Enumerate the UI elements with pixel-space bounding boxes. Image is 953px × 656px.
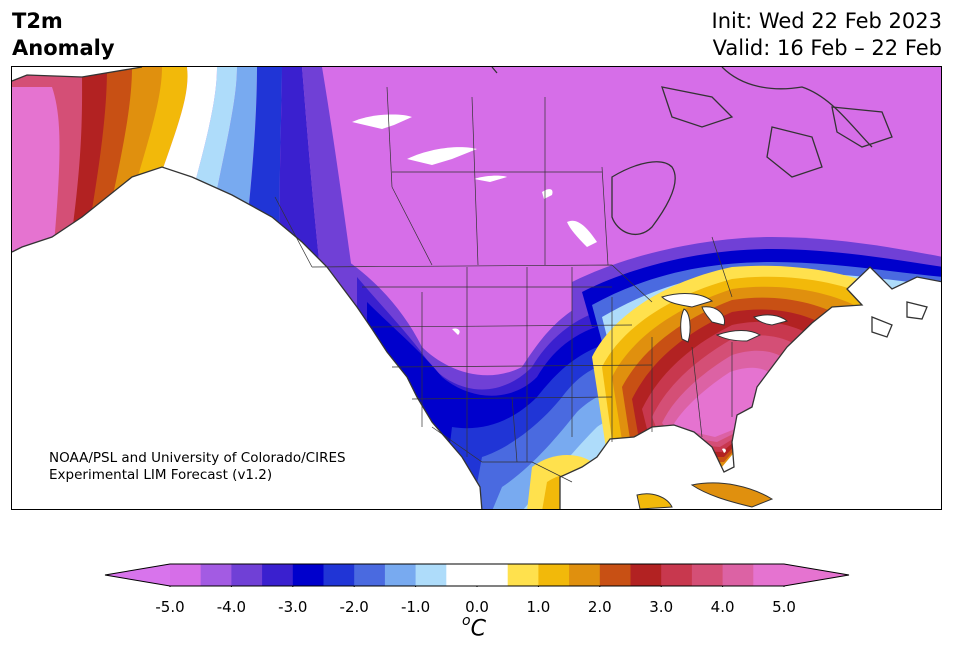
colorbar-segment — [354, 564, 386, 586]
colorbar-svg — [104, 563, 850, 587]
credit-line-1: NOAA/PSL and University of Colorado/CIRE… — [49, 450, 346, 466]
title-line-1: T2m — [12, 9, 63, 33]
colorbar-segment — [753, 564, 785, 586]
init-date: Init: Wed 22 Feb 2023 — [711, 9, 942, 33]
colorbar-segment — [262, 564, 294, 586]
colorbar-segment — [691, 564, 724, 586]
northern-lakes — [352, 114, 726, 453]
credit-note: NOAA/PSL and University of Colorado/CIRE… — [49, 450, 346, 484]
colorbar-segment — [446, 564, 509, 586]
anomaly-map — [11, 66, 942, 510]
anomaly-map-canvas — [12, 67, 941, 509]
valid-date: Valid: 16 Feb – 22 Feb — [712, 36, 942, 60]
colorbar-segment — [630, 564, 662, 586]
colorbar-tick-label: 1.0 — [526, 598, 551, 616]
colorbar-tick-label: -1.0 — [400, 598, 431, 616]
colorbar-segment — [538, 564, 570, 586]
colorbar-tick-label: 4.0 — [710, 598, 735, 616]
colorbar-tick-label: -3.0 — [278, 598, 308, 616]
colorbar-segment — [200, 564, 232, 586]
great-lakes — [661, 293, 789, 343]
colorbar-segment — [599, 564, 631, 586]
colorbar-tick-label: 0.0 — [465, 598, 489, 616]
colorbar-tick-label: -4.0 — [216, 598, 247, 616]
colorbar-segment — [323, 564, 355, 586]
colorbar-tick-label: 3.0 — [649, 598, 674, 616]
colorbar-segment — [569, 564, 601, 586]
colorbar-segment — [507, 564, 539, 586]
colorbar-tick-label: 5.0 — [772, 598, 796, 616]
map-title: T2m Anomaly — [12, 8, 115, 62]
colorbar-under-arrow — [105, 564, 170, 586]
colorbar-segment — [231, 564, 263, 586]
colorbar-segment — [415, 564, 447, 586]
colorbar-tick-label: 2.0 — [587, 598, 612, 616]
unit-letter: C — [470, 616, 486, 642]
colorbar-tick-label: -5.0 — [155, 598, 185, 616]
colorbar-segment — [170, 564, 202, 586]
colorbar-tick-label: -2.0 — [339, 598, 369, 616]
forecast-dates: Init: Wed 22 Feb 2023 Valid: 16 Feb – 22… — [712, 8, 942, 62]
political-borders — [274, 86, 733, 483]
colorbar-unit: oC — [462, 613, 486, 642]
credit-line-2: Experimental LIM Forecast (v1.2) — [49, 467, 273, 483]
colorbar-segment — [384, 564, 417, 586]
colorbar — [104, 563, 850, 587]
colorbar-segment — [292, 564, 324, 586]
coastlines — [12, 67, 941, 509]
unit-symbol: o — [462, 613, 471, 629]
colorbar-segment — [722, 564, 754, 586]
title-line-2: Anomaly — [12, 36, 115, 60]
colorbar-over-arrow — [784, 564, 849, 586]
colorbar-segment — [661, 564, 693, 586]
anomaly-fill — [12, 67, 941, 509]
cuba-island — [636, 482, 774, 509]
